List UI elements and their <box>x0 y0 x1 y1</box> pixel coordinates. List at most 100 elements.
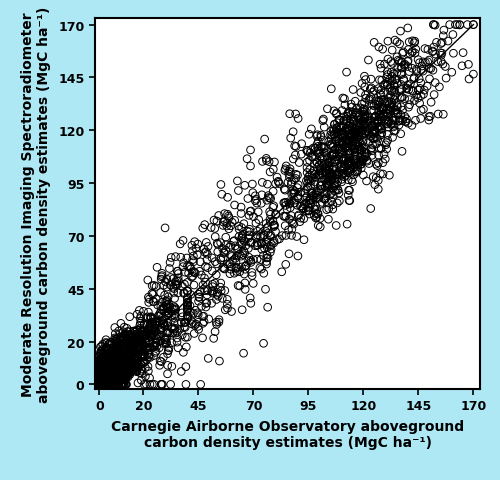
Point <box>328 152 336 159</box>
Point <box>158 270 166 277</box>
Point <box>326 167 334 174</box>
Point <box>117 335 125 342</box>
Point <box>165 344 173 352</box>
Point <box>304 208 312 216</box>
Point <box>426 65 434 73</box>
Point <box>346 131 354 139</box>
Point <box>122 365 130 373</box>
Point <box>112 362 120 370</box>
Point <box>99 370 107 378</box>
Point <box>367 118 375 125</box>
Point <box>384 72 392 79</box>
Point <box>104 366 112 373</box>
Point <box>112 380 120 387</box>
Point <box>108 375 116 383</box>
Point <box>328 171 336 179</box>
Point <box>184 303 192 311</box>
Point <box>288 191 296 198</box>
Point <box>326 158 334 166</box>
Point <box>321 165 329 172</box>
Point <box>112 378 120 386</box>
Point <box>354 142 362 149</box>
Point <box>134 363 142 371</box>
Point <box>102 356 110 363</box>
Point <box>132 355 140 363</box>
Point <box>114 361 122 369</box>
Point <box>98 381 106 388</box>
Point <box>165 310 173 318</box>
Point <box>244 245 252 253</box>
Point <box>356 146 364 154</box>
Point <box>122 339 130 347</box>
Point <box>103 365 111 372</box>
Point <box>158 272 166 280</box>
Point <box>96 381 104 388</box>
Point <box>110 369 118 376</box>
Point <box>166 381 174 388</box>
Point <box>152 321 160 329</box>
Point <box>208 267 216 275</box>
Point <box>124 370 132 377</box>
Point <box>130 355 138 362</box>
Point <box>122 366 130 374</box>
Point <box>303 193 311 201</box>
Point <box>112 362 120 370</box>
Point <box>397 104 405 111</box>
Point <box>314 222 322 230</box>
Point <box>100 381 108 388</box>
Point <box>132 345 140 353</box>
Point <box>440 111 448 119</box>
Point <box>288 212 296 220</box>
Point <box>384 119 392 126</box>
Point <box>101 376 109 384</box>
Point <box>402 118 409 126</box>
Point <box>96 377 104 385</box>
Point <box>101 354 109 362</box>
Point <box>103 358 111 365</box>
Point <box>100 363 108 371</box>
Point <box>104 381 112 388</box>
Point <box>313 133 321 141</box>
Point <box>326 171 334 179</box>
Point <box>136 315 144 323</box>
Point <box>102 357 110 364</box>
Point <box>108 374 116 382</box>
Point <box>100 369 108 377</box>
Point <box>372 133 380 141</box>
Point <box>101 372 109 380</box>
Point <box>202 300 210 308</box>
Point <box>232 252 240 260</box>
Point <box>345 133 353 141</box>
Point <box>173 335 181 342</box>
Point <box>430 22 438 29</box>
Point <box>290 156 298 164</box>
Point <box>354 159 362 167</box>
Point <box>124 368 132 376</box>
Point <box>170 326 178 334</box>
Point <box>390 96 398 104</box>
Point <box>310 181 318 189</box>
Point <box>245 254 253 262</box>
Point <box>238 251 246 259</box>
Point <box>102 381 110 388</box>
Point <box>136 325 144 333</box>
Point <box>124 370 132 378</box>
Point <box>96 381 104 388</box>
Point <box>97 381 105 388</box>
Point <box>202 239 210 247</box>
Point <box>104 381 112 388</box>
Point <box>167 254 175 262</box>
Point <box>109 352 117 360</box>
Point <box>120 381 128 388</box>
Point <box>114 369 122 377</box>
Point <box>347 133 355 141</box>
Point <box>374 97 382 105</box>
Point <box>164 300 172 308</box>
Point <box>360 144 368 151</box>
Point <box>110 381 118 388</box>
Point <box>111 381 119 388</box>
Point <box>320 153 328 161</box>
Point <box>379 159 387 167</box>
Point <box>416 60 424 67</box>
Point <box>361 130 369 138</box>
